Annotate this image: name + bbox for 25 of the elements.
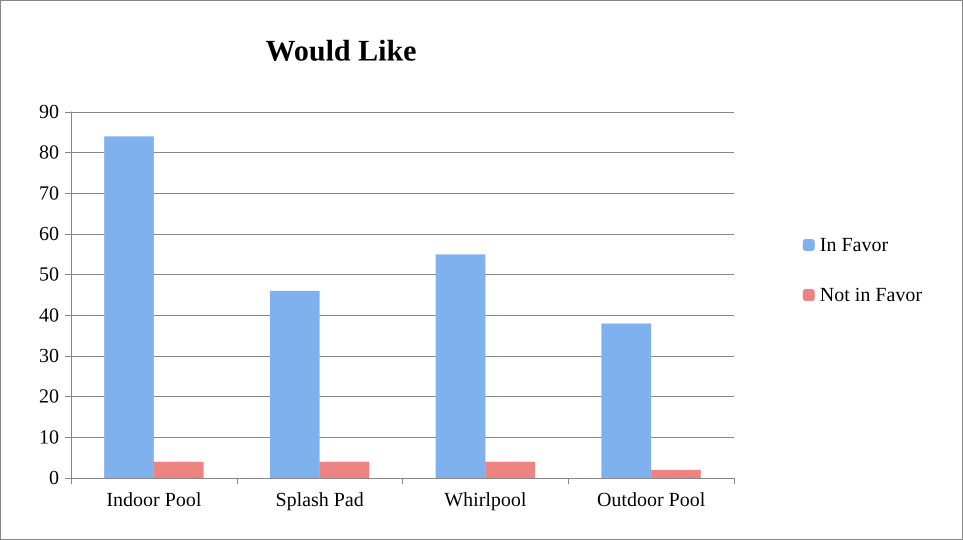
- bar: [601, 323, 652, 478]
- y-tick-label: 90: [39, 101, 59, 123]
- y-tick-label: 0: [49, 467, 59, 489]
- bar: [104, 136, 154, 478]
- x-tick-label: Whirlpool: [444, 489, 527, 511]
- y-tick-label: 50: [39, 264, 59, 286]
- bar: [154, 462, 204, 478]
- y-tick-label: 80: [39, 142, 59, 164]
- y-tick-label: 60: [39, 223, 59, 245]
- bar: [651, 470, 701, 478]
- x-tick-label: Splash Pad: [275, 489, 364, 511]
- legend-label: Not in Favor: [820, 284, 922, 306]
- y-tick-label: 10: [39, 426, 59, 448]
- y-tick-label: 30: [39, 345, 59, 367]
- chart-title: Would Like: [266, 34, 416, 68]
- x-tick-label: Outdoor Pool: [596, 489, 706, 511]
- bar: [485, 462, 536, 478]
- bar: [270, 290, 320, 478]
- x-tick-label: Indoor Pool: [106, 489, 202, 511]
- y-tick-label: 40: [39, 304, 59, 326]
- bar: [320, 462, 370, 478]
- legend-label: In Favor: [820, 234, 888, 256]
- bar: [436, 254, 486, 478]
- y-tick-label: 70: [39, 182, 59, 204]
- y-tick-label: 20: [39, 386, 59, 408]
